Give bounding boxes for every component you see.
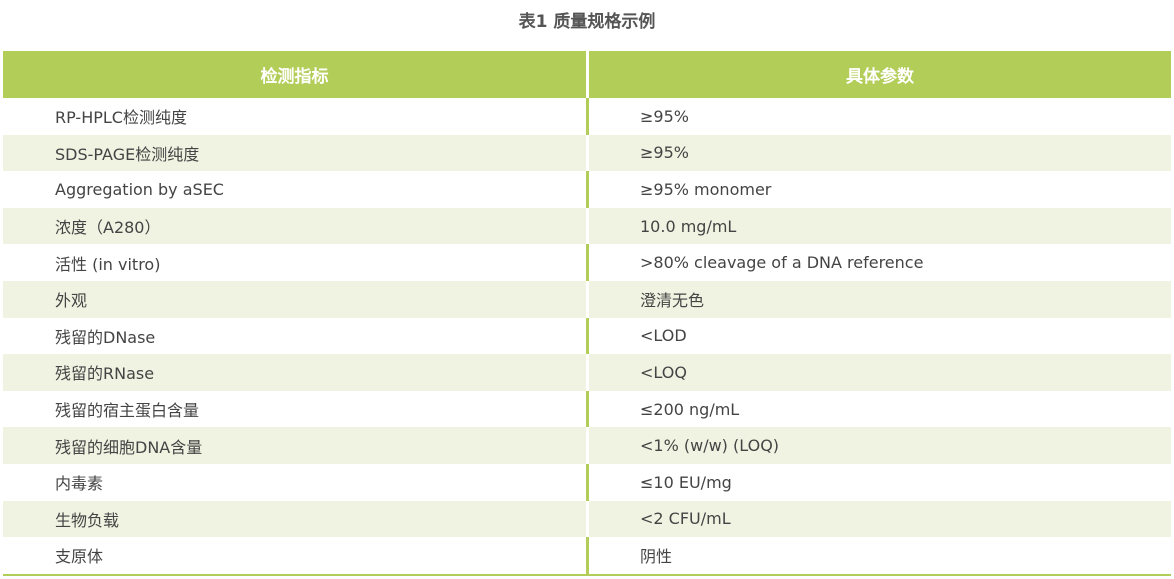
column-divider [586,500,589,538]
cell-item: 活性 (in vitro) [55,254,161,274]
cell-item: 外观 [55,291,88,311]
cell-item: 残留的细胞DNA含量 [55,437,203,457]
column-divider [586,354,589,391]
table-body: RP-HPLC检测纯度 ≥95% SDS-PAGE检测纯度 ≥95% Aggregati… [3,98,1171,574]
table-row: 残留的RNase <LOQ [3,354,1171,391]
table-row: 内毒素 ≤10 EU/mg [3,463,1171,501]
cell-value: ≤200 ng/mL [640,399,740,419]
cell-value: ≥95% monomer [640,179,772,199]
table-bottom-border [3,573,1171,576]
table-row: 外观 澄清无色 [3,280,1171,318]
column-divider [586,51,589,98]
cell-item: 浓度（A280） [55,218,161,238]
cell-value: 阴性 [640,547,673,567]
cell-value: >80% cleavage of a DNA reference [640,253,924,273]
column-divider [586,390,589,428]
column-divider [586,207,589,245]
column-divider [586,537,589,574]
cell-value: 10.0 mg/mL [640,216,737,236]
table-header-row: 检测指标 具体参数 [3,51,1171,98]
cell-value: <LOQ [640,362,687,382]
column-divider [586,171,589,208]
cell-value: <1% (w/w) (LOQ) [640,436,780,456]
cell-item: SDS-PAGE检测纯度 [55,144,200,164]
cell-value: <LOD [640,326,687,346]
table-row: 残留的细胞DNA含量 <1% (w/w) (LOQ) [3,427,1171,464]
cell-item: 内毒素 [55,474,104,494]
column-header-value: 具体参数 [589,51,1171,98]
column-divider [586,317,589,355]
cell-item: 残留的RNase [55,364,155,384]
table-row: SDS-PAGE检测纯度 ≥95% [3,134,1171,172]
cell-item: 支原体 [55,547,104,567]
cell-value: <2 CFU/mL [640,509,731,529]
cell-value: ≥95% [640,106,689,126]
table-row: RP-HPLC检测纯度 ≥95% [3,98,1171,135]
table-row: 浓度（A280） 10.0 mg/mL [3,207,1171,245]
table-caption: 表1 质量规格示例 [518,12,656,32]
table-row: 残留的DNase <LOD [3,317,1171,355]
column-divider [586,427,589,464]
column-divider [586,244,589,281]
cell-item: RP-HPLC检测纯度 [55,108,187,128]
column-divider [586,280,589,318]
table-row: 残留的宿主蛋白含量 ≤200 ng/mL [3,390,1171,428]
column-divider [586,463,589,501]
cell-value: ≤10 EU/mg [640,472,732,492]
table-row: 活性 (in vitro) >80% cleavage of a DNA refe… [3,244,1171,281]
column-header-item: 检测指标 [3,51,586,98]
cell-item: 生物负载 [55,510,120,530]
table-row: Aggregation by aSEC ≥95% monomer [3,171,1171,208]
table-row: 支原体 阴性 [3,537,1171,574]
quality-spec-table: 检测指标 具体参数 RP-HPLC检测纯度 ≥95% SDS-PAGE检测纯度 ≥95… [3,51,1171,576]
column-divider [586,134,589,172]
cell-item: 残留的DNase [55,327,156,347]
cell-item: Aggregation by aSEC [55,179,224,199]
cell-value: ≥95% [640,143,689,163]
cell-item: 残留的宿主蛋白含量 [55,401,200,421]
table-row: 生物负载 <2 CFU/mL [3,500,1171,538]
column-divider [586,98,589,135]
cell-value: 澄清无色 [640,291,705,311]
